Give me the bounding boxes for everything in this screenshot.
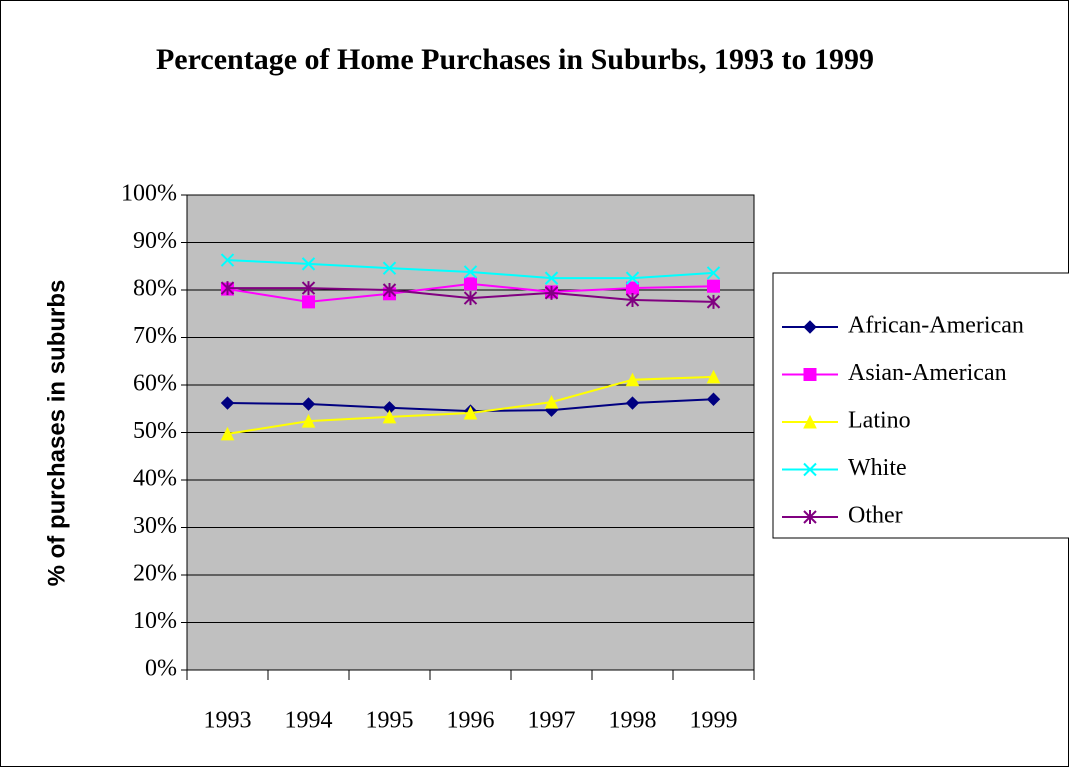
x-tick-label: 1999 (690, 708, 738, 734)
legend-label: African-American (848, 313, 1024, 339)
x-tick-label: 1997 (528, 708, 576, 734)
y-tick-label: 0% (145, 656, 177, 682)
y-tick-label: 60% (133, 371, 177, 397)
marker (301, 257, 316, 271)
legend-box (772, 272, 1069, 539)
marker (803, 368, 817, 381)
marker (803, 462, 817, 477)
legend-label: Asian-American (848, 360, 1007, 386)
marker (803, 414, 817, 429)
y-tick-label: 20% (133, 561, 177, 587)
marker (706, 266, 721, 280)
y-tick-label: 90% (133, 228, 177, 254)
marker (220, 281, 235, 296)
y-tick-label: 80% (133, 276, 177, 302)
marker (463, 265, 478, 279)
marker (302, 295, 315, 309)
x-tick-label: 1995 (366, 708, 414, 734)
marker (625, 292, 640, 307)
marker (706, 294, 721, 309)
y-tick-label: 40% (133, 466, 177, 492)
marker (706, 369, 721, 384)
marker (220, 253, 235, 267)
y-tick-label: 70% (133, 323, 177, 349)
marker (803, 510, 817, 524)
marker (544, 271, 559, 285)
marker (707, 279, 720, 293)
marker (301, 413, 316, 428)
marker (544, 394, 559, 409)
legend-label: Latino (848, 408, 911, 434)
marker (463, 405, 478, 420)
x-tick-label: 1994 (285, 708, 333, 734)
marker (544, 285, 559, 300)
marker (220, 396, 235, 410)
x-tick-label: 1996 (447, 708, 495, 734)
marker (301, 397, 316, 411)
marker (706, 392, 721, 406)
marker (220, 426, 235, 441)
marker (625, 372, 640, 387)
legend-label: White (848, 455, 907, 481)
marker (382, 409, 397, 424)
marker (382, 283, 397, 297)
y-tick-label: 100% (121, 181, 177, 207)
y-tick-label: 30% (133, 513, 177, 539)
y-tick-label: 50% (133, 418, 177, 444)
marker (382, 261, 397, 275)
marker (625, 271, 640, 285)
chart-title: Percentage of Home Purchases in Suburbs,… (155, 43, 875, 76)
y-axis-label: % of purchases in suburbs (43, 280, 70, 587)
x-tick-label: 1998 (609, 708, 657, 734)
legend-label: Other (848, 503, 903, 529)
x-tick-label: 1993 (204, 708, 252, 734)
marker (803, 320, 817, 334)
y-tick-label: 10% (133, 608, 177, 634)
marker (464, 277, 477, 291)
marker (626, 281, 639, 295)
marker (625, 396, 640, 410)
marker (463, 291, 478, 306)
marker (301, 281, 316, 296)
